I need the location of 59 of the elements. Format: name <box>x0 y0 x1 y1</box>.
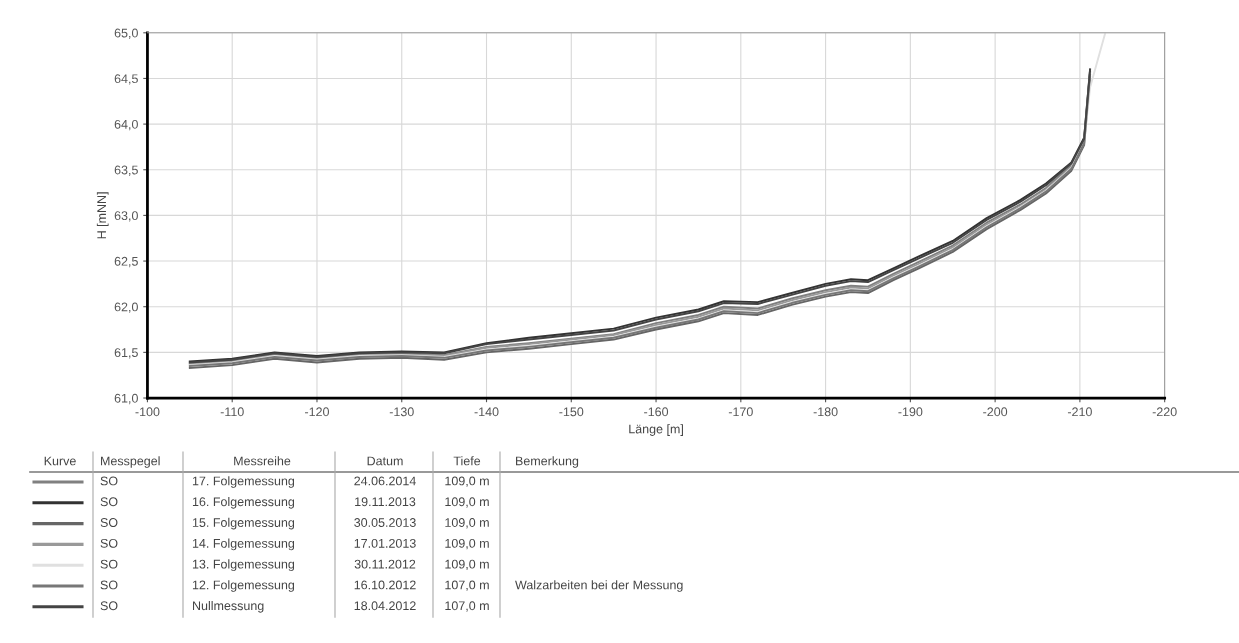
x-tick-label: -170 <box>728 407 753 417</box>
x-tick-label: -120 <box>305 407 329 417</box>
text: 18.04.2012 <box>354 601 416 611</box>
text: 109,0 m <box>445 497 489 508</box>
text: 24.06.2014 <box>354 476 416 486</box>
text: 109,0 m <box>445 476 489 487</box>
text: Nullmessung <box>193 600 264 613</box>
text: 107,0 m <box>445 601 489 612</box>
y-tick-label: 62,5 <box>114 256 138 268</box>
text: 17.01.2013 <box>354 538 416 548</box>
text: Messpegel <box>101 456 160 468</box>
text: SO <box>100 497 118 507</box>
text: Bemerkung <box>516 456 579 468</box>
y-tick-label: 62,0 <box>114 302 138 313</box>
text: SO <box>100 601 118 611</box>
y-tick-label: 65,0 <box>114 28 138 39</box>
x-tick-label: -180 <box>813 407 838 417</box>
text: Walzarbeiten bei der Messung <box>515 580 683 592</box>
text: 30.11.2012 <box>354 559 416 569</box>
x-tick-label: -200 <box>983 407 1008 417</box>
text: SO <box>100 538 118 548</box>
y-tick-label: 61,5 <box>114 348 138 359</box>
x-tick-label: -190 <box>898 407 923 417</box>
text: 30.05.2013 <box>354 518 416 527</box>
text: 12. Folgemessung <box>192 580 295 592</box>
text: 13. Folgemessung <box>192 559 295 572</box>
text: 109,0 m <box>445 559 489 571</box>
x-tick-label: -110 <box>220 407 244 417</box>
y-tick-label: 63,0 <box>114 211 138 222</box>
text: 15. Folgemessung <box>192 517 295 530</box>
text: SO <box>100 518 118 527</box>
x-tick-label: -210 <box>1067 407 1092 417</box>
text: 109,0 m <box>445 538 489 550</box>
text: Messreihe <box>234 456 291 466</box>
x-tick-label: -130 <box>389 407 414 417</box>
text: SO <box>100 580 118 590</box>
y-tick-label: 61,0 <box>114 393 138 405</box>
y-tick-label: 64,5 <box>114 74 138 85</box>
text: 17. Folgemessung <box>192 476 295 488</box>
text: Datum <box>367 456 403 466</box>
y-axis-title: H [mNN] <box>96 192 109 239</box>
x-tick-label: -160 <box>644 407 669 417</box>
text: 14. Folgemessung <box>192 538 295 551</box>
text: 16.10.2012 <box>354 580 416 590</box>
text: 109,0 m <box>445 518 489 529</box>
x-axis-title: Länge [m] <box>629 424 683 436</box>
text: 19.11.2013 <box>355 497 416 507</box>
x-tick-label: -140 <box>474 407 499 417</box>
x-tick-label: -220 <box>1152 407 1177 417</box>
x-tick-label: -100 <box>135 407 160 417</box>
y-tick-label: 63,5 <box>114 165 138 176</box>
x-tick-label: -150 <box>559 407 584 417</box>
text: SO <box>100 476 118 486</box>
y-tick-label: 64,0 <box>114 119 138 131</box>
text: SO <box>100 559 118 569</box>
text: Tiefe <box>453 456 481 466</box>
text: 16. Folgemessung <box>192 496 295 509</box>
text: Kurve <box>44 456 76 466</box>
text: 107,0 m <box>445 580 489 591</box>
